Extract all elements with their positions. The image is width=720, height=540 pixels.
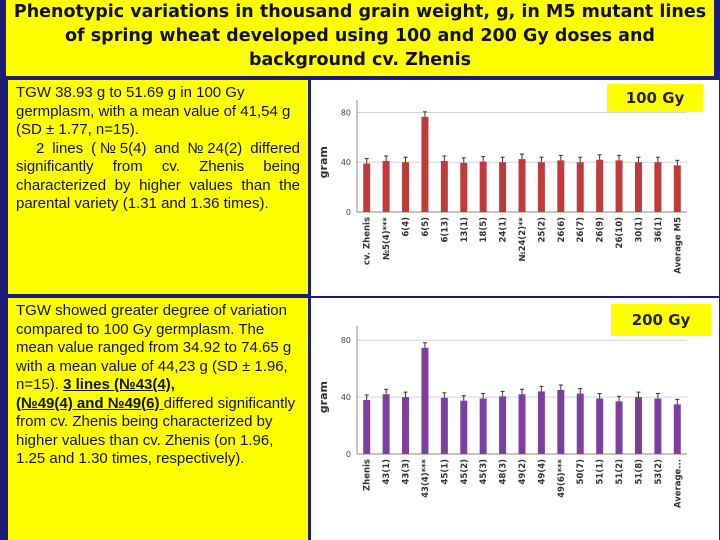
chart200-bar: [440, 397, 448, 454]
chart100-xtick-label: 13(1): [460, 217, 470, 243]
chart-100gy-svg: gram 0 40 80 cv. Zhenis №5(4)*** 6(4) 6(5) 6(13)…: [317, 100, 687, 274]
chart200-xtick-label: 53(2): [654, 459, 664, 485]
chart100-xtick-label: №24(2)**: [518, 216, 528, 261]
chart200-xtick-label: 43(4)***: [421, 458, 431, 497]
chart200-xtick-label: 43(1): [382, 459, 392, 485]
chart100-xtick-label: 26(6): [557, 217, 567, 243]
dose-label-100gy: 100 Gy: [607, 84, 703, 112]
chart100-bar: [382, 160, 390, 212]
title-line-2: of spring wheat developed using 100 and …: [65, 26, 655, 46]
chart200-bar: [363, 399, 371, 454]
chart200-ylabel: gram: [317, 381, 330, 413]
chart100-xtick-label: 6(4): [402, 217, 412, 237]
chart200-bar: [557, 390, 565, 454]
chart200-xtick-label: 48(3): [499, 459, 509, 485]
chart200-bar: [654, 398, 662, 454]
chart100-bar: [460, 162, 468, 212]
chart100-bar: [402, 162, 410, 212]
chart200-xtick-label: 45(1): [440, 459, 450, 485]
chart200-xtick-label: 49(6)***: [557, 458, 567, 497]
chart-100gy: gram 0 40 80 cv. Zhenis №5(4)*** 6(4) 6(5) 6(13)…: [311, 80, 719, 296]
chart200-xtick-label: Zhenis: [363, 459, 373, 491]
chart200-bar: [518, 394, 526, 454]
chart200-xtick-label: 43(3): [402, 459, 412, 485]
text-panel-100gy: TGW 38.93 g to 51.69 g in 100 Gy germpla…: [8, 80, 308, 294]
chart200-xtick-label: Average...: [673, 459, 683, 508]
text-panel-200gy: TGW showed greater degree of variation c…: [8, 298, 308, 540]
chart100-xtick-label: Average M5: [673, 217, 683, 274]
title-line-1: Phenotypic variations in thousand grain …: [13, 2, 707, 22]
chart100-xtick-label: 25(2): [537, 217, 547, 243]
chart200-bar: [499, 396, 507, 454]
chart100-ytick-label: 0: [346, 208, 351, 217]
chart100-xtick-label: 6(13): [440, 217, 450, 243]
chart100-xtick-label: cv. Zhenis: [363, 217, 373, 265]
chart200-bar: [576, 393, 584, 454]
chart100-xtick-label: 26(7): [576, 217, 586, 243]
panel1-paragraph-2: 2 lines (№5(4) and №24(2) differed signi…: [16, 139, 300, 213]
chart100-xtick-label: 6(5): [421, 217, 431, 237]
chart200-xtick-label: 50(7): [576, 459, 586, 485]
chart200-ytick-label: 0: [346, 450, 351, 459]
chart100-ytick-label: 80: [341, 108, 351, 117]
chart100-xtick-label: 24(1): [499, 217, 509, 243]
chart100-ytick-label: 40: [341, 158, 351, 167]
chart200-bar: [673, 404, 681, 454]
chart200-xtick-label: 45(3): [479, 459, 489, 485]
chart100-bar: [673, 165, 681, 212]
chart200-xtick-label: 45(2): [460, 459, 470, 485]
chart200-bar: [634, 397, 642, 454]
chart100-bar: [596, 159, 604, 212]
chart100-bar: [615, 160, 623, 212]
chart100-ylabel: gram: [317, 146, 330, 178]
chart100-xtick-label: 26(10): [615, 217, 625, 249]
title-line-3: background cv. Zhenis: [248, 50, 472, 70]
chart100-bar: [557, 160, 565, 212]
chart200-ytick-label: 80: [341, 336, 351, 345]
panel1-paragraph-1: TGW 38.93 g to 51.69 g in 100 Gy germpla…: [16, 84, 291, 138]
panel2-text-a: TGW showed greater degree of variation c…: [16, 302, 292, 393]
chart100-bar: [479, 161, 487, 212]
chart200-ytick-label: 40: [341, 393, 351, 402]
chart200-bar: [479, 398, 487, 454]
chart100-xtick-label: 18(5): [479, 217, 489, 243]
chart100-bar: [576, 162, 584, 212]
chart100-bar: [440, 160, 448, 212]
chart100-bar: [634, 162, 642, 212]
panel2-underlined-1: 3 lines (№43(4),: [63, 376, 175, 393]
chart-200gy-svg: gram 0 40 80 Zhenis 43(1) 43(3) 43(4)*** 45(1) 45…: [317, 326, 687, 508]
chart200-bar: [382, 394, 390, 454]
chart100-xtick-label: №5(4)***: [382, 216, 392, 260]
slide-title: Phenotypic variations in thousand grain …: [6, 0, 714, 76]
chart100-xtick-label: 26(9): [596, 217, 606, 243]
chart-200gy: gram 0 40 80 Zhenis 43(1) 43(3) 43(4)*** 45(1) 45…: [311, 298, 719, 540]
chart200-bar: [596, 398, 604, 454]
chart100-bar: [499, 162, 507, 212]
panel2-underlined-2: (№49(4) and №49(6): [16, 394, 164, 412]
chart100-xtick-label: 30(1): [634, 217, 644, 243]
chart200-xtick-label: 49(2): [518, 459, 528, 485]
panel2-text-b: differed significantly from cv. Zhenis b…: [16, 394, 296, 468]
chart100-bar: [654, 162, 662, 212]
dose-label-200gy: 200 Gy: [611, 304, 711, 336]
chart200-bar: [402, 397, 410, 454]
chart200-xtick-label: 51(1): [596, 459, 606, 485]
chart100-xtick-label: 36(1): [654, 217, 664, 243]
chart200-xtick-label: 51(8): [634, 459, 644, 485]
chart100-bar: [363, 163, 371, 212]
chart200-bar: [537, 391, 545, 454]
chart200-xtick-label: 51(2): [615, 459, 625, 485]
chart100-bar: [518, 159, 526, 212]
chart200-bar: [421, 347, 429, 454]
chart200-bar: [615, 401, 623, 454]
chart200-bar: [460, 400, 468, 454]
chart100-bar: [537, 162, 545, 212]
chart100-bar: [421, 116, 429, 212]
chart200-xtick-label: 49(4): [537, 459, 547, 485]
